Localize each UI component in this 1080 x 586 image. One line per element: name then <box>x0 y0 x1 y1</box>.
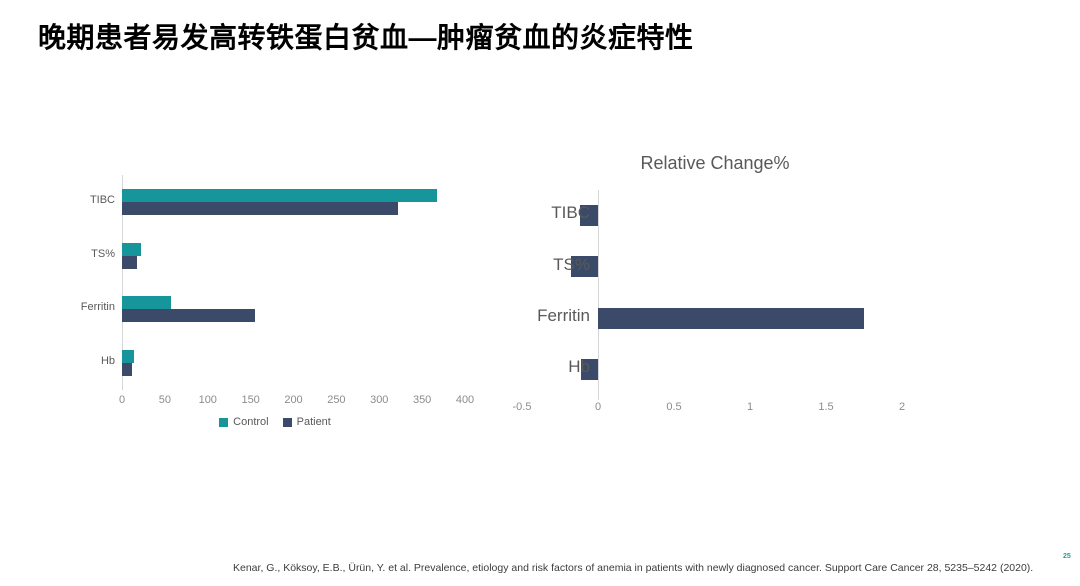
category-label-tibc: TIBC <box>551 203 590 223</box>
category-label-ts: TS% <box>91 247 115 260</box>
bar-control-hb <box>122 350 134 364</box>
category-label-tibc: TIBC <box>89 193 115 206</box>
x-tick-label: -0.5 <box>512 401 532 413</box>
x-tick-label: 300 <box>370 394 389 406</box>
x-tick-label: 250 <box>327 394 346 406</box>
bar-patient-tibc <box>122 201 399 215</box>
legend-label: Patient <box>296 416 331 428</box>
x-tick-label: 100 <box>198 394 217 406</box>
x-tick-label: 0.5 <box>666 401 682 413</box>
category-label-hb: Hb <box>100 355 115 368</box>
y-axis-line <box>598 190 599 400</box>
bar-control-ferritin <box>122 296 171 310</box>
bar-control-ts <box>122 242 141 256</box>
category-label-ferritin: Ferritin <box>80 301 115 314</box>
x-tick-label: 200 <box>284 394 303 406</box>
legend: Control Patient <box>60 416 490 428</box>
legend-item-control: Control <box>219 416 269 428</box>
bar-relative-change-hb <box>581 358 598 380</box>
x-tick-label: 50 <box>158 394 171 406</box>
x-tick-label: 2 <box>898 401 906 413</box>
bar-patient-ts <box>122 255 137 269</box>
y-axis-line <box>122 175 123 390</box>
category-label-hb: Hb <box>568 357 590 377</box>
lab-values-bar-chart: TIBC TS% Ferritin Hb 0 50 100 150 200 250 300 350 40… <box>60 165 490 440</box>
x-tick-label: 150 <box>241 394 260 406</box>
bar-relative-change-ts <box>570 256 598 278</box>
legend-swatch-icon <box>219 417 229 427</box>
slide-title: 晚期患者易发高转铁蛋白贫血—肿瘤贫血的炎症特性 <box>38 22 694 53</box>
x-tick-label: 0 <box>118 394 126 406</box>
x-tick-label: 350 <box>412 394 432 406</box>
bar-relative-change-tibc <box>579 205 598 227</box>
page-number: 25 <box>1063 553 1071 560</box>
x-tick-label: 0 <box>594 401 602 413</box>
bar-patient-hb <box>122 363 133 377</box>
legend-label: Control <box>233 416 269 428</box>
chart-title: Relative Change% <box>640 153 790 173</box>
citation: Kenar, G., Köksoy, E.B., Ürün, Y. et al.… <box>233 562 1034 574</box>
x-tick-label: 1.5 <box>818 401 834 413</box>
x-tick-label: 400 <box>455 394 475 406</box>
category-label-ts: TS% <box>553 254 590 274</box>
category-label-ferritin: Ferritin <box>537 305 590 325</box>
legend-swatch-icon <box>282 417 292 427</box>
bar-relative-change-ferritin <box>598 307 864 329</box>
x-tick-label: 1 <box>746 401 754 413</box>
bar-patient-ferritin <box>122 309 255 323</box>
legend-item-patient: Patient <box>282 416 331 428</box>
bar-control-tibc <box>122 188 437 202</box>
relative-change-bar-chart: Relative Change% TIBC TS% Ferritin Hb -0.5 0 0.… <box>505 145 925 425</box>
